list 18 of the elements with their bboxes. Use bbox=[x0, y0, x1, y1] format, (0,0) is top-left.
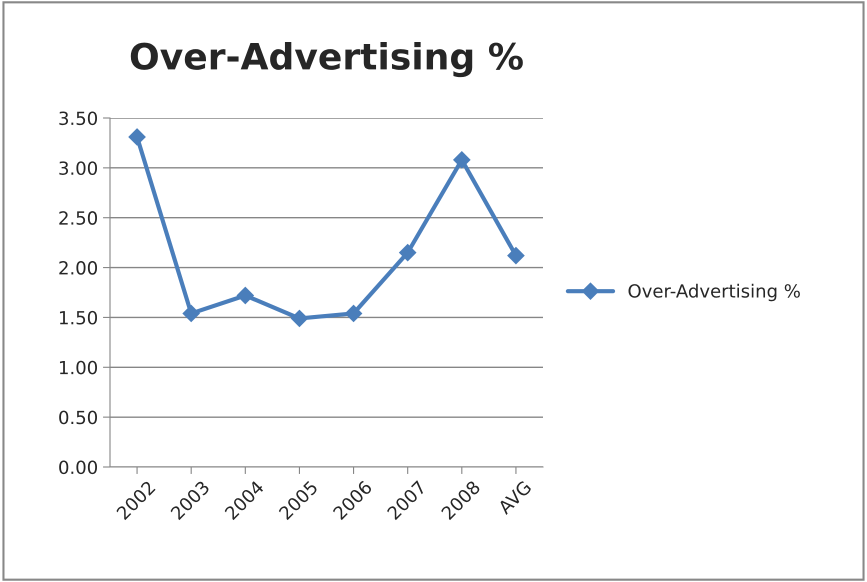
y-tick-label: 0.50 bbox=[59, 410, 97, 424]
chart-title: Over-Advertising % bbox=[130, 42, 523, 78]
y-tick-label: 0.00 bbox=[59, 460, 97, 474]
point bbox=[290, 310, 308, 327]
point bbox=[128, 128, 146, 146]
point bbox=[453, 151, 470, 168]
y-tick-label: 3.00 bbox=[59, 161, 97, 175]
y-tick-label: 1.50 bbox=[60, 310, 97, 325]
point bbox=[399, 244, 416, 262]
point bbox=[236, 286, 254, 304]
point bbox=[507, 247, 524, 264]
y-tick-label: 1.00 bbox=[60, 360, 97, 374]
legend-label: Over-Advertising % bbox=[628, 284, 800, 302]
point bbox=[345, 304, 362, 322]
y-tick-label: 2.50 bbox=[59, 211, 97, 225]
y-tick-label: 2.00 bbox=[59, 261, 97, 275]
point bbox=[182, 304, 200, 322]
y-tick-label: 3.50 bbox=[59, 111, 97, 126]
